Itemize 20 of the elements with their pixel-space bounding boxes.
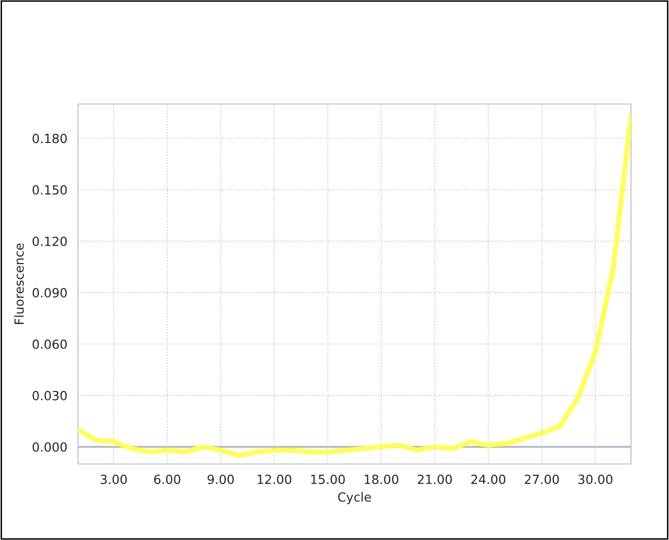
x-tick-label: 3.00	[100, 474, 127, 484]
x-tick-label: 6.00	[154, 474, 180, 484]
y-tick-label: 0.150	[32, 185, 67, 195]
x-tick-label: 24.00	[471, 474, 506, 484]
y-tick-label: 0.180	[32, 134, 67, 144]
y-tick-label: 0.000	[32, 442, 67, 452]
x-tick-label: 15.00	[311, 474, 345, 484]
y-tick-label: 0.060	[32, 339, 67, 349]
y-tick-label: 0.090	[32, 288, 67, 298]
y-axis-title: Fluorescence	[14, 243, 24, 324]
x-axis-title: Cycle	[338, 492, 371, 504]
x-tick-label: 9.00	[208, 474, 234, 484]
x-tick-label: 21.00	[418, 474, 452, 484]
x-tick-label: 30.00	[578, 474, 612, 484]
x-tick-label: 27.00	[524, 474, 559, 484]
x-tick-label: 12.00	[258, 474, 292, 484]
y-tick-label: 0.030	[32, 390, 67, 400]
x-tick-label: 18.00	[364, 474, 398, 484]
line-series	[78, 114, 631, 458]
y-tick-label: 0.120	[32, 236, 67, 246]
